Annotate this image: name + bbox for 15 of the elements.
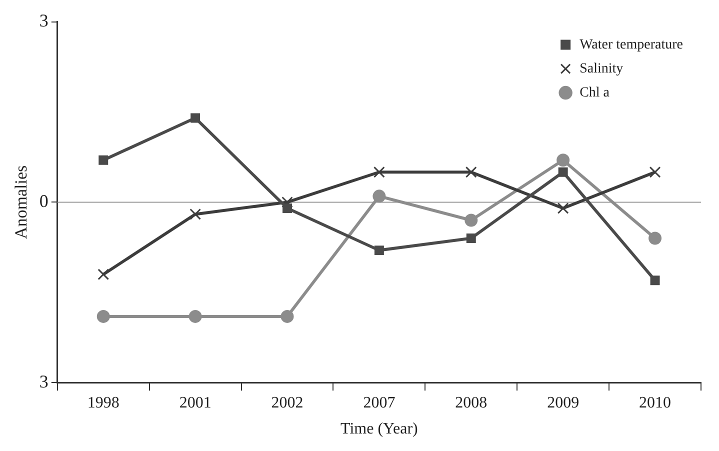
x-tick-label: 2007 — [363, 394, 396, 412]
x-tick-label: 2009 — [547, 394, 580, 412]
x-tick-label: 2008 — [455, 394, 488, 412]
legend-label: Water temperature — [580, 37, 683, 52]
x-tick-label: 2002 — [271, 394, 304, 412]
x-tick-label: 2010 — [639, 394, 672, 412]
legend-label: Chl a — [580, 85, 610, 100]
x-tick-label: 2001 — [179, 394, 212, 412]
y-tick-label: 3 — [39, 371, 48, 392]
legend-label: Salinity — [580, 61, 624, 76]
y-tick-label: 0 — [39, 190, 48, 211]
y-tick-label: 3 — [39, 10, 48, 31]
y-axis-title: Anomalies — [12, 165, 31, 240]
x-axis-title: Time (Year) — [340, 420, 418, 438]
x-tick-label: 1998 — [87, 394, 120, 412]
